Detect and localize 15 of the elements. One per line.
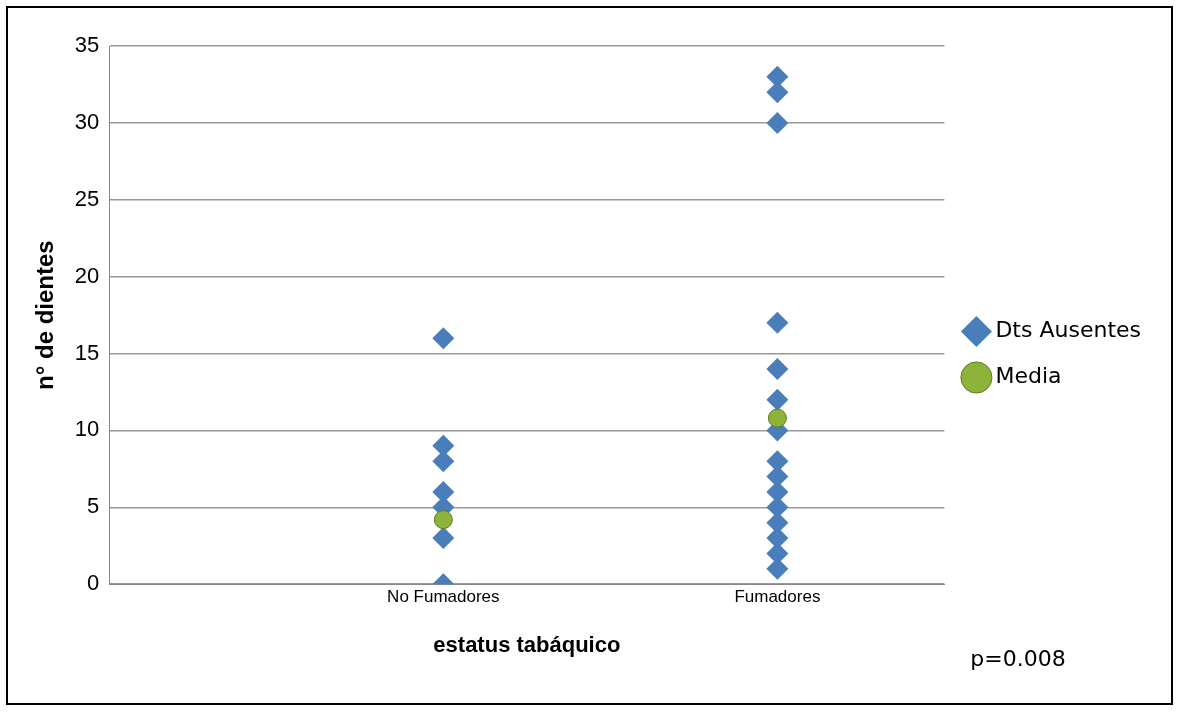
text: p=0.008 xyxy=(970,645,1066,671)
y-tick-label: 25 xyxy=(74,185,100,211)
y-tick-label: 5 xyxy=(87,493,100,519)
y-tick-label: 30 xyxy=(74,108,100,134)
y-tick-label: 10 xyxy=(74,416,100,442)
y-tick-label: 0 xyxy=(87,570,100,596)
y-axis-title: n° de dientes xyxy=(31,240,59,390)
x-axis-title: estatus tabáquico xyxy=(433,631,621,657)
y-tick-label: 35 xyxy=(74,32,100,58)
x-tick-label: Fumadores xyxy=(734,587,821,607)
x-tick-label: No Fumadores xyxy=(387,587,500,607)
legend-label: Media xyxy=(995,363,1062,389)
legend-label: Dts Ausentes xyxy=(995,317,1141,343)
y-tick-label: 20 xyxy=(74,262,100,288)
y-tick-label: 15 xyxy=(74,339,100,365)
